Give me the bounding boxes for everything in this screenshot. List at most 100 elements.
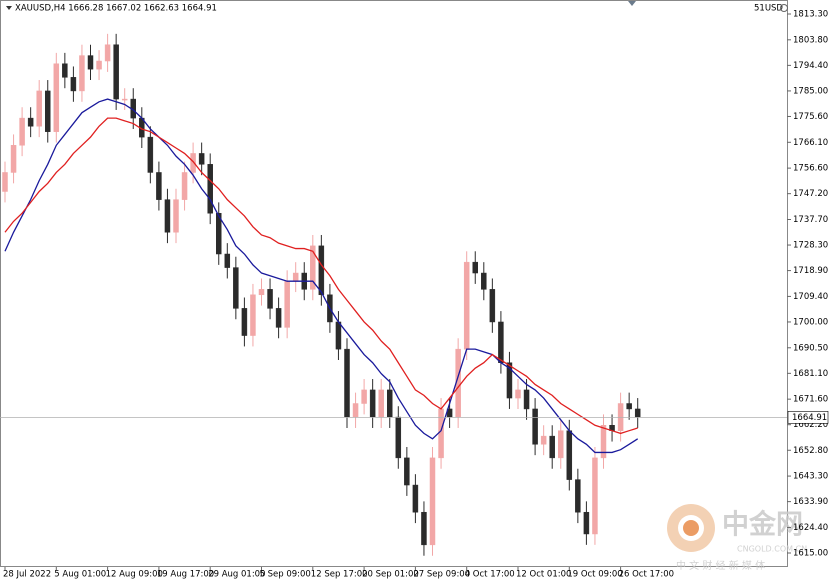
y-tick-label: 1775.60 xyxy=(793,112,828,122)
candle-body xyxy=(250,294,256,336)
candle-body xyxy=(45,90,51,132)
y-tick-label: 1700.00 xyxy=(793,317,828,327)
candle-body xyxy=(592,457,598,535)
y-tick-label: 1766.10 xyxy=(793,138,828,148)
candle-body xyxy=(378,389,384,418)
candle-body xyxy=(164,199,171,233)
candle-body xyxy=(173,199,179,233)
candle-body xyxy=(395,416,402,459)
candle-body xyxy=(549,435,555,459)
candle-body xyxy=(532,408,538,445)
candle-body xyxy=(121,98,128,101)
y-tick-label: 1624.40 xyxy=(793,523,828,533)
candle-body xyxy=(498,321,504,363)
candle-body xyxy=(558,430,564,459)
candle-body xyxy=(292,272,299,282)
candle-body xyxy=(463,261,470,350)
x-tick-label: 12 Oct 01:00 xyxy=(516,570,571,580)
candle-body xyxy=(412,484,419,513)
candle-body xyxy=(147,136,154,173)
candle-body xyxy=(575,479,581,513)
candle-body xyxy=(344,348,350,418)
plot-frame xyxy=(0,0,788,567)
candle-body xyxy=(583,511,590,535)
watermark-site: CNGOLD.COM.CN xyxy=(737,545,807,554)
y-tick-label: 1681.10 xyxy=(793,369,828,379)
candle-body xyxy=(566,430,573,480)
candle-body xyxy=(190,153,196,173)
candle-body xyxy=(361,389,367,404)
candle-body xyxy=(404,457,410,486)
candle-body xyxy=(438,408,444,459)
y-tick-label: 1813.30 xyxy=(793,9,828,19)
menu-arrow[interactable] xyxy=(6,6,12,10)
y-tick-label: 1728.30 xyxy=(793,241,828,251)
x-tick-label: 5 Aug 01:00 xyxy=(54,570,106,580)
chart-title: XAUUSD,H4 1666.28 1667.02 1662.63 1664.9… xyxy=(15,4,217,14)
y-tick-label: 1671.60 xyxy=(793,395,828,405)
y-tick-label: 1643.30 xyxy=(793,472,828,482)
x-tick-label: 29 Aug 01:00 xyxy=(208,570,265,580)
candle-body xyxy=(369,389,376,418)
candle-body xyxy=(156,172,162,200)
x-tick-label: 19 Aug 17:00 xyxy=(157,570,214,580)
y-tick-label: 1756.60 xyxy=(793,164,828,174)
candle-body xyxy=(489,289,496,323)
y-tick-label: 1737.70 xyxy=(793,215,828,225)
candle-body xyxy=(233,267,239,309)
watermark: 中金网 CNGOLD.COM.CN 中 文 财 经 新 媒 体 xyxy=(667,504,807,572)
moving-average-line xyxy=(4,98,639,454)
y-tick-label: 1662.20 xyxy=(793,420,828,430)
y-tick-label: 1615.00 xyxy=(793,549,828,559)
x-tick-label: 19 Oct 09:00 xyxy=(567,570,622,580)
candle-body xyxy=(207,164,213,214)
candle-body xyxy=(275,308,282,328)
y-tick-label: 1652.80 xyxy=(793,446,828,456)
candle-body xyxy=(634,408,641,418)
watermark-tagline: 中 文 财 经 新 媒 体 xyxy=(676,559,765,572)
candle-body xyxy=(429,457,436,546)
candle-body xyxy=(506,362,513,399)
y-tick-label: 1690.50 xyxy=(793,343,828,353)
candle-body xyxy=(87,55,94,70)
candle-body xyxy=(62,63,68,78)
y-tick-label: 1803.80 xyxy=(793,35,828,45)
candle-body xyxy=(53,63,60,132)
account-icon[interactable] xyxy=(780,4,788,12)
candle-body xyxy=(181,172,188,200)
candle-body xyxy=(387,389,393,418)
watermark-logo-core xyxy=(683,520,699,536)
candle-body xyxy=(70,77,77,92)
candle-body xyxy=(515,389,521,399)
y-tick-label: 1794.40 xyxy=(793,61,828,71)
candle-body xyxy=(626,403,632,410)
candle-body xyxy=(79,55,85,92)
candle-body xyxy=(472,261,478,274)
candle-body xyxy=(36,90,42,127)
x-tick-label: 26 Oct 17:00 xyxy=(619,570,674,580)
candle-body xyxy=(258,289,265,296)
candle-body xyxy=(27,117,34,127)
candle-body xyxy=(421,511,427,546)
candle-body xyxy=(216,212,222,255)
x-tick-label: 28 Jul 2022 xyxy=(3,570,51,580)
candle-body xyxy=(2,172,8,192)
y-tick-label: 1633.90 xyxy=(793,497,828,507)
candle-body xyxy=(335,321,342,350)
current-price-label: 1664.91 xyxy=(792,413,827,423)
candle-body xyxy=(284,280,290,328)
candle-body xyxy=(198,153,205,165)
candle-body xyxy=(104,44,111,62)
shift-marker[interactable] xyxy=(628,1,636,6)
y-tick-label: 1718.90 xyxy=(793,266,828,276)
current-price-box xyxy=(787,411,829,424)
y-tick-label: 1709.40 xyxy=(793,292,828,302)
x-tick-label: 12 Sep 17:00 xyxy=(311,570,368,580)
y-tick-label: 1747.20 xyxy=(793,189,828,199)
candle-body xyxy=(113,44,119,100)
candle-body xyxy=(523,389,530,410)
x-tick-label: 27 Sep 09:00 xyxy=(413,570,470,580)
candle-body xyxy=(267,289,273,309)
